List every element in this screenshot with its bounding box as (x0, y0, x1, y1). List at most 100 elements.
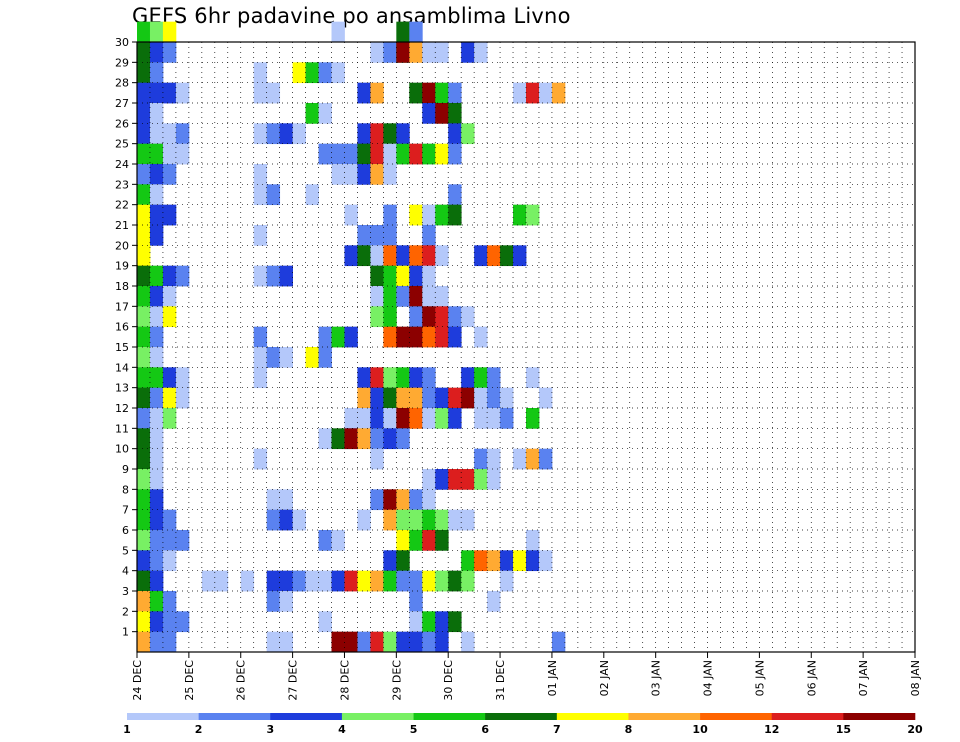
heatmap-cell (383, 164, 397, 185)
heatmap-cell (422, 265, 436, 287)
y-tick-label: 11 (115, 422, 129, 435)
heatmap-cell (137, 387, 151, 409)
x-tick-label: 05 JAN (753, 660, 766, 696)
y-tick-label: 23 (115, 178, 129, 191)
heatmap-cell (409, 265, 423, 287)
x-tick-label: 25 DEC (183, 660, 196, 701)
heatmap-cell (409, 530, 423, 551)
heatmap-cell (370, 631, 384, 653)
heatmap-cell (461, 469, 475, 490)
heatmap-cell (331, 62, 345, 84)
heatmap-cell (266, 631, 281, 653)
heatmap-cell (305, 347, 319, 368)
y-tick-label: 20 (115, 239, 129, 252)
heatmap-cell (435, 103, 449, 124)
heatmap-cell (266, 123, 281, 145)
heatmap-cell (266, 82, 281, 104)
heatmap-cell (461, 550, 475, 572)
heatmap-cell (551, 631, 566, 653)
y-tick-label: 14 (115, 361, 129, 374)
heatmap-cell (137, 21, 151, 43)
heatmap-cell (137, 428, 151, 450)
heatmap-cell (383, 387, 397, 409)
heatmap-cell (357, 408, 371, 429)
heatmap-cell (409, 306, 423, 328)
heatmap-cell (370, 143, 384, 165)
heatmap-cell (137, 489, 151, 511)
heatmap-cell (487, 448, 501, 470)
colorbar-swatch (628, 713, 701, 720)
heatmap-cell (331, 143, 345, 165)
heatmap-cell (370, 448, 384, 470)
colorbar-swatch (771, 713, 844, 720)
heatmap-cell (370, 42, 384, 63)
heatmap-cell (149, 123, 164, 145)
heatmap-cell (526, 367, 540, 389)
heatmap-cell (305, 184, 319, 206)
heatmap-cell (149, 82, 164, 104)
heatmap-cell (175, 530, 190, 551)
heatmap-cell (175, 82, 190, 104)
heatmap-cell (370, 225, 384, 246)
heatmap-cell (137, 347, 151, 368)
x-tick-label: 28 DEC (338, 660, 351, 701)
heatmap-cell (500, 550, 514, 572)
x-tick-label: 06 JAN (805, 660, 818, 696)
chart-title: GEFS 6hr padavine po ansamblima Livno (132, 4, 571, 28)
heatmap-cell (422, 611, 436, 633)
heatmap-cell (448, 184, 462, 206)
colorbar-label: 20 (907, 723, 923, 736)
heatmap-cell (279, 591, 293, 612)
heatmap-cell (149, 306, 164, 328)
heatmap-cell (318, 143, 332, 165)
heatmap-cell (266, 489, 281, 511)
heatmap-cell (149, 530, 164, 551)
colorbar-swatch (843, 713, 916, 720)
y-tick-label: 5 (122, 544, 129, 557)
heatmap-cell (175, 387, 190, 409)
heatmap-cell (370, 570, 384, 592)
heatmap-cell (162, 143, 177, 165)
heatmap-cell (487, 367, 501, 389)
x-tick-label: 02 JAN (598, 660, 611, 696)
heatmap-cell (149, 103, 164, 124)
heatmap-cell (149, 62, 164, 84)
heatmap-cell (409, 408, 423, 429)
colorbar-label: 5 (410, 723, 418, 736)
heatmap-cell (513, 204, 527, 226)
y-tick-label: 9 (122, 463, 129, 476)
heatmap-cell (422, 245, 436, 267)
heatmap-cell (331, 326, 345, 348)
heatmap-cell (331, 631, 345, 653)
heatmap-cell (409, 631, 423, 653)
heatmap-cell (279, 347, 293, 368)
heatmap-cell (383, 225, 397, 246)
heatmap-cell (383, 306, 397, 328)
heatmap-cell (331, 530, 345, 551)
heatmap-cell (422, 631, 436, 653)
y-tick-label: 7 (122, 504, 129, 517)
heatmap-cell (370, 306, 384, 328)
heatmap-cell (448, 306, 462, 328)
heatmap-cell (461, 509, 475, 531)
heatmap-cell (383, 550, 397, 572)
heatmap-cell (461, 123, 475, 145)
y-tick-label: 15 (115, 341, 129, 354)
heatmap-cell (318, 428, 332, 450)
heatmap-cell (435, 570, 449, 592)
heatmap-cell (487, 591, 501, 612)
heatmap-cell (474, 42, 488, 63)
heatmap-cell (318, 570, 332, 592)
heatmap-cell (409, 42, 423, 63)
heatmap-cell (149, 204, 164, 226)
x-tick-label: 03 JAN (650, 660, 663, 696)
heatmap-cell (513, 550, 527, 572)
heatmap-cell (344, 408, 358, 429)
heatmap-cell (137, 367, 151, 389)
heatmap-cell (526, 408, 540, 429)
heatmap-cell (137, 448, 151, 470)
heatmap-cell (370, 265, 384, 287)
heatmap-cell (162, 265, 177, 287)
heatmap-cell (500, 245, 514, 267)
heatmap-cell (149, 265, 164, 287)
